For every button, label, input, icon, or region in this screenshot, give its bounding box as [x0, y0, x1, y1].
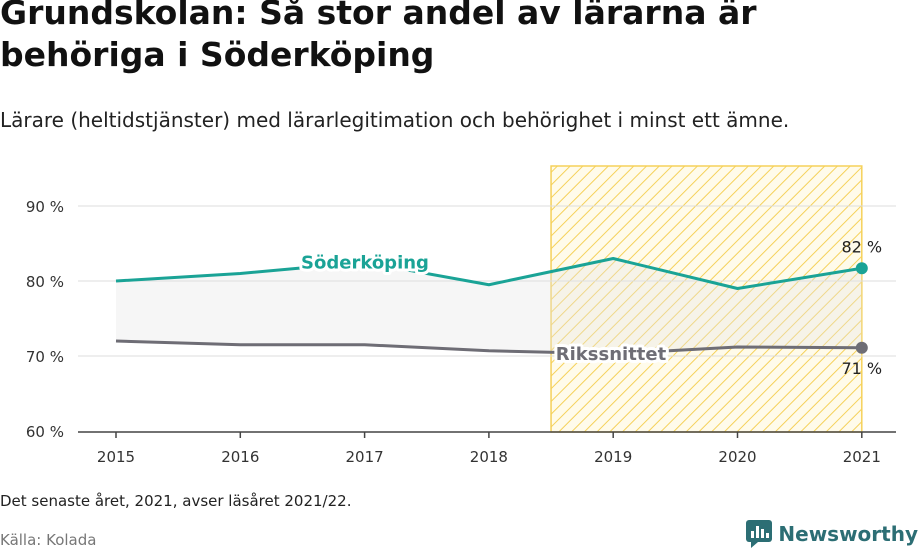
soderkoping-line	[115, 257, 863, 290]
x-tick-label: 2018	[470, 448, 508, 466]
riket-endpoint	[855, 341, 868, 354]
x-tick-label: 2016	[221, 448, 259, 466]
end-value-label: 82 %	[841, 237, 882, 256]
bar-chart-icon	[746, 520, 773, 548]
riket-line	[115, 339, 862, 356]
newsworthy-logo: Newsworthy	[746, 520, 918, 548]
footnote: Det senaste året, 2021, avser läsåret 20…	[0, 492, 352, 510]
x-tick-label: 2019	[594, 448, 632, 466]
y-tick-label: 80 %	[26, 273, 64, 291]
chart-title: Grundskolan: Så stor andel av lärarna är…	[0, 0, 757, 74]
soderkoping-endpoint	[855, 262, 868, 275]
series-label-soderkoping: Söderköping	[301, 252, 429, 273]
svg-text:Rikssnittet: Rikssnittet	[556, 344, 667, 365]
end-value-label: 71 %	[841, 359, 882, 378]
svg-text:Söderköping: Söderköping	[301, 252, 429, 273]
gap-band	[116, 258, 862, 354]
x-tick-label: 2017	[346, 448, 384, 466]
source-note: Källa: Kolada	[0, 531, 97, 549]
x-tick-label: 2015	[97, 448, 135, 466]
y-tick-label: 90 %	[26, 198, 64, 216]
x-tick-label: 2021	[843, 448, 881, 466]
highlight-region	[550, 165, 863, 433]
line-chart: 2015 2016 2017 2018 2019 2020 2021 60 % 70 % 80 …	[26, 165, 896, 466]
x-tick-label: 2020	[718, 448, 756, 466]
brand-name: Newsworthy	[778, 522, 918, 546]
y-tick-label: 70 %	[26, 348, 64, 366]
chart-subtitle: Lärare (heltidstjänster) med lärarlegiti…	[0, 108, 790, 132]
y-tick-label: 60 %	[26, 423, 64, 441]
series-label-riket: Rikssnittet	[556, 344, 667, 365]
